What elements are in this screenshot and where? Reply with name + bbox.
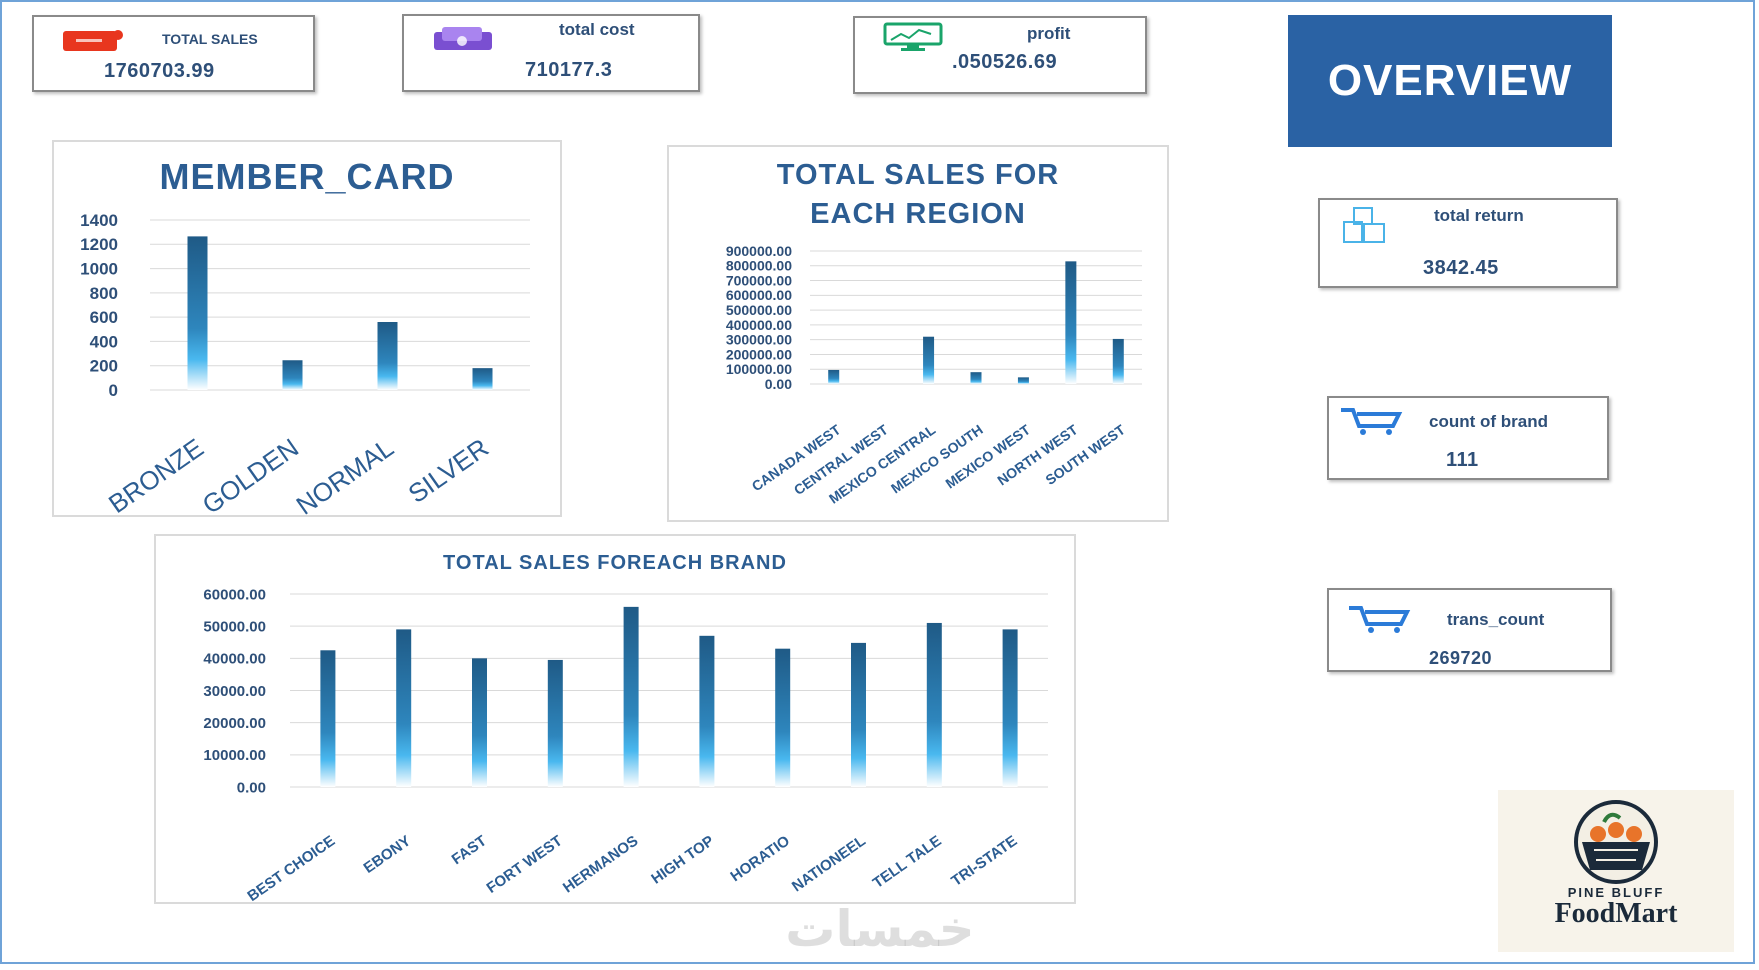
brand-title: TOTAL SALES FOREACH BRAND [443, 552, 787, 574]
money-icon [430, 24, 496, 59]
kpi-total-cost: total cost 710177.3 [402, 14, 700, 92]
region-panel: TOTAL SALES FOR EACH REGION [667, 145, 1169, 522]
region-title-line1: TOTAL SALES FOR [776, 159, 1060, 191]
boxes-icon [1340, 206, 1390, 251]
kpi-profit: profit .050526.69 [853, 16, 1147, 94]
kpi-total-return-value: 3842.45 [1423, 257, 1499, 279]
region-title-line2: EACH REGION [810, 198, 1026, 230]
sales-tag-icon [62, 27, 126, 60]
kpi-total-sales-value: 1760703.99 [104, 60, 215, 82]
kpi-profit-label: profit [1027, 24, 1071, 43]
kpi-count-of-brand-label: count of brand [1429, 412, 1548, 431]
member-card-title: MEMBER_CARD [159, 156, 455, 197]
kpi-total-return-label: total return [1434, 206, 1524, 225]
watermark: خمسات [785, 900, 975, 958]
kpi-trans-count-value: 269720 [1429, 648, 1493, 668]
logo-line2: FoodMart [1554, 898, 1678, 929]
foodmart-logo: PINE BLUFF FoodMart [1498, 790, 1734, 952]
kpi-total-sales: TOTAL SALES 1760703.99 [32, 15, 315, 92]
kpi-trans-count: trans_count 269720 [1327, 588, 1612, 672]
cart-icon [1347, 604, 1413, 639]
kpi-total-cost-value: 710177.3 [525, 59, 613, 81]
kpi-profit-value: .050526.69 [952, 51, 1058, 73]
cart-icon [1339, 406, 1405, 441]
kpi-total-return: total return 3842.45 [1318, 198, 1618, 288]
kpi-count-of-brand-value: 111 [1446, 449, 1479, 471]
member-card-panel: MEMBER_CARD [52, 140, 562, 517]
kpi-count-of-brand: count of brand 111 [1327, 396, 1609, 480]
kpi-trans-count-label: trans_count [1447, 610, 1545, 629]
kpi-total-cost-label: total cost [559, 20, 635, 39]
brand-panel: TOTAL SALES FOREACH BRAND [154, 534, 1076, 904]
overview-banner: OVERVIEW [1288, 15, 1612, 147]
basket-icon [1574, 800, 1658, 884]
kpi-total-sales-label: TOTAL SALES [162, 31, 258, 47]
logo-line1: PINE BLUFF [1567, 885, 1665, 900]
monitor-chart-icon [883, 22, 949, 57]
